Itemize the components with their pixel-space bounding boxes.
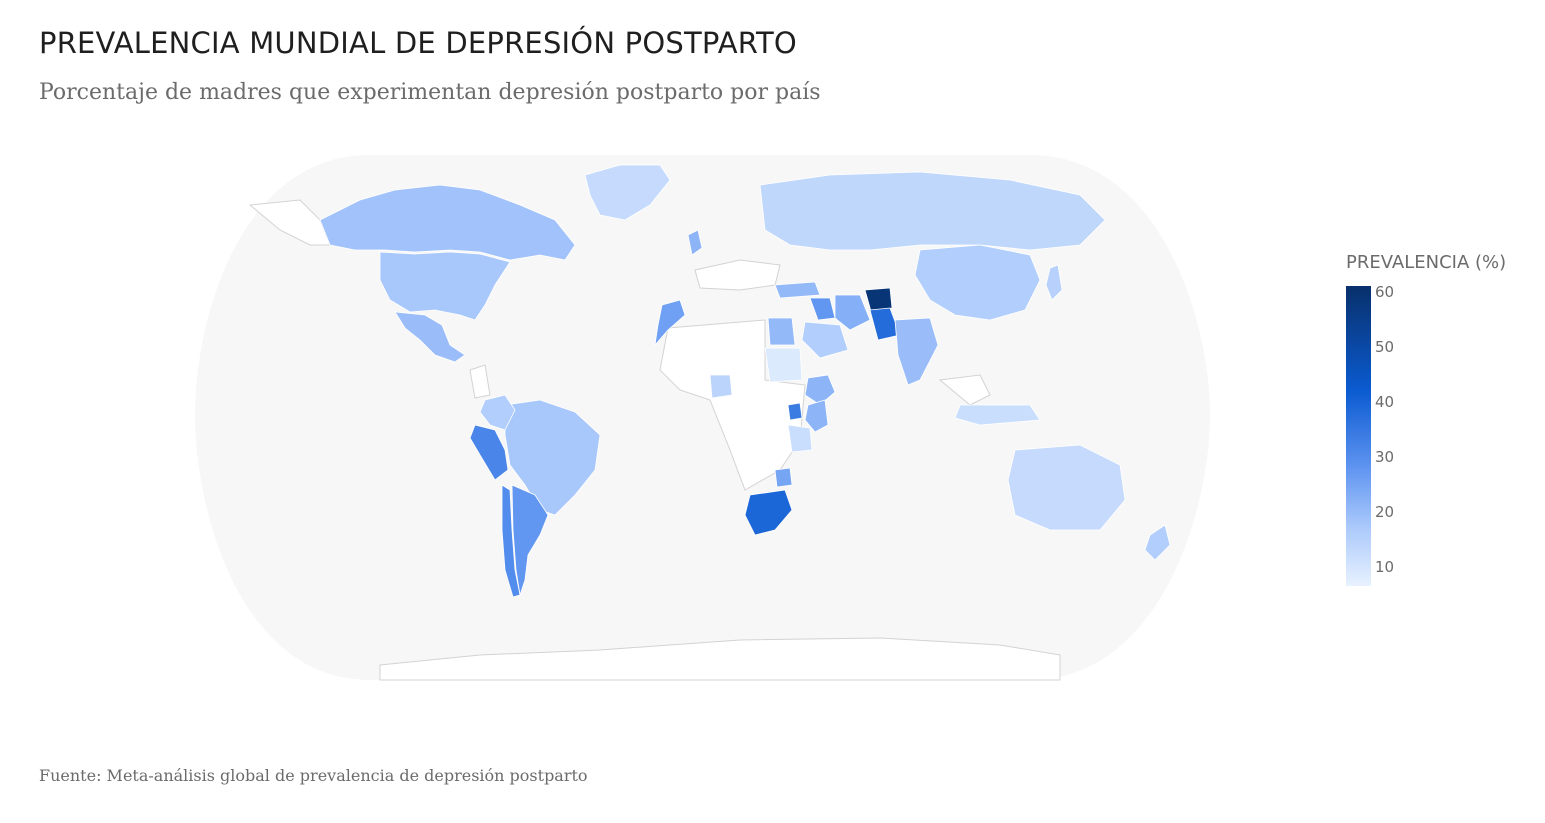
country-peru [469,424,509,481]
country-brazil [504,399,601,516]
region-antarctica [379,637,1061,681]
country-iraq [809,297,836,321]
country-layer [248,164,1171,598]
page-title: PREVALENCIA MUNDIAL DE DEPRESIÓN POSTPAR… [39,26,797,60]
country-kenya [804,399,829,433]
no-data-land-2 [659,319,806,491]
country-tanzania [787,424,813,453]
country-argentina [511,484,549,596]
country-turkey [774,281,821,299]
country-united-kingdom [687,229,703,256]
country-egypt [767,317,796,346]
country-united-states [379,251,511,321]
legend-tick-30: 30 [1375,448,1395,466]
country-sudan [764,347,803,383]
no-data-land-4 [469,364,491,399]
legend-tick-10: 10 [1375,558,1395,576]
legend-title: PREVALENCIA (%) [1346,252,1507,273]
country-morocco [654,299,686,347]
country-iran [834,294,871,331]
legend-colorbar [1346,286,1371,586]
country-australia [1007,444,1126,531]
country-canada [319,184,576,261]
country-zimbabwe [774,467,793,488]
country-mexico [394,311,466,363]
country-indonesia [954,404,1041,426]
country-india [894,317,939,386]
page-subtitle: Porcentaje de madres que experimentan de… [39,80,821,105]
country-uganda [787,402,803,421]
country-russia [759,171,1106,251]
legend-tick-50: 50 [1375,338,1395,356]
country-ethiopia [804,374,836,406]
antarctica-shape [379,637,1061,681]
country-saudi-arabia [801,321,849,359]
country-new-zealand [1144,524,1171,561]
country-japan [1045,264,1063,301]
source-note: Fuente: Meta-análisis global de prevalen… [39,766,588,785]
world-choropleth-map [195,155,1210,681]
country-nigeria [709,374,733,399]
legend-tick-20: 20 [1375,503,1395,521]
country-colombia [479,394,516,431]
country-greenland [584,164,671,221]
legend-tick-40: 40 [1375,393,1395,411]
no-data-land-3 [938,374,991,406]
country-south-africa [744,489,793,536]
country-china [914,244,1041,321]
country-chile [501,484,521,598]
legend-tick-60: 60 [1375,283,1395,301]
